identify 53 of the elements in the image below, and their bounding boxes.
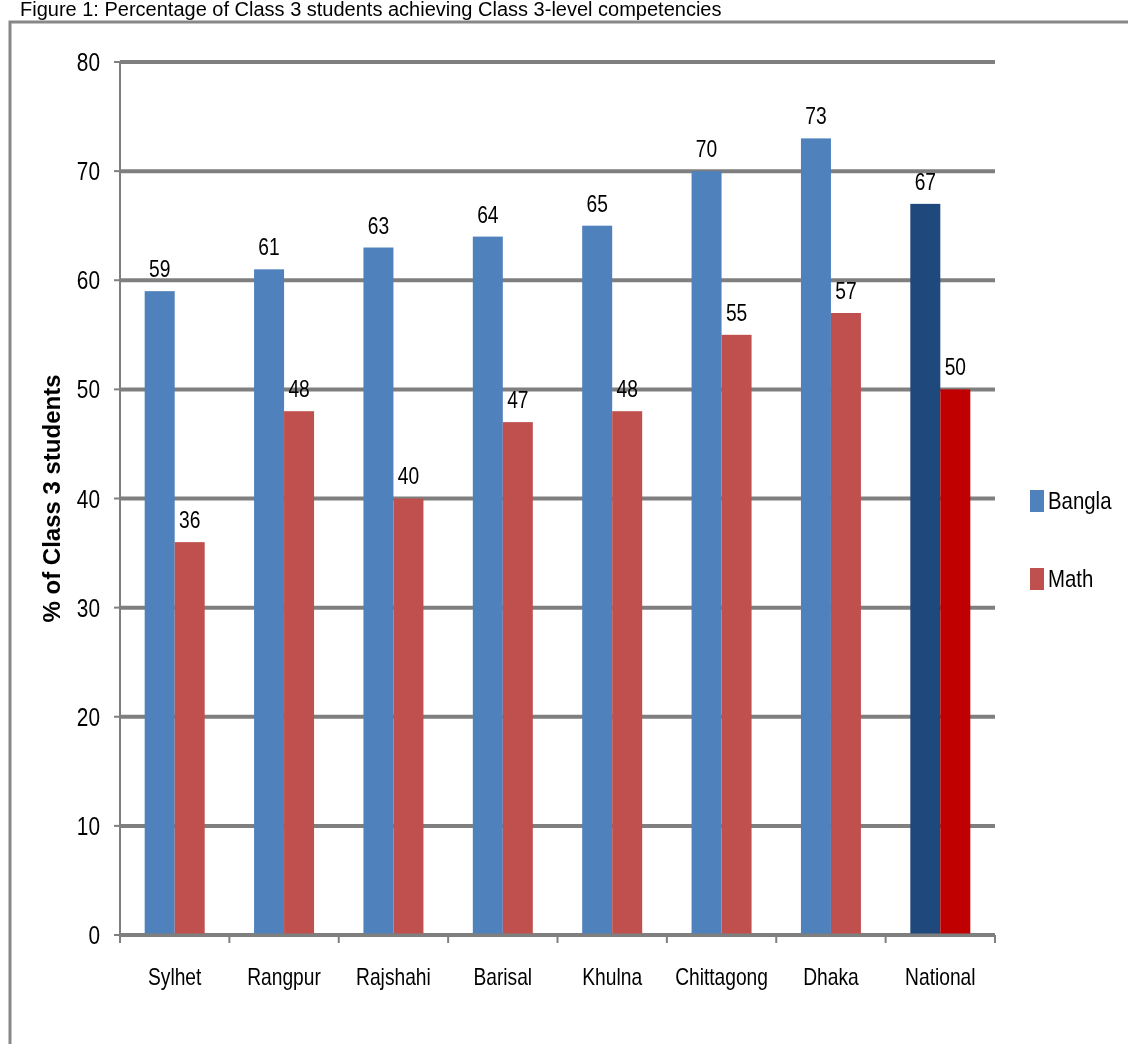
data-label: 55 (725, 298, 748, 327)
bar (393, 498, 424, 935)
chart-title: Figure 1: Percentage of Class 3 students achieving Class 3-level competencies (20, 0, 722, 20)
data-label: 73 (805, 102, 827, 130)
data-label: 57 (835, 276, 857, 305)
y-tick-label: 80 (76, 47, 100, 77)
bar (830, 312, 861, 935)
data-label: 59 (149, 255, 171, 283)
x-tick-label: Chittagong (675, 962, 768, 991)
data-label: 47 (507, 386, 529, 414)
legend-label: Bangla (1048, 487, 1113, 515)
x-tick-label: Barisal (473, 962, 533, 991)
bar (612, 411, 643, 935)
x-tick-label: Khulna (582, 962, 643, 991)
data-label: 50 (944, 353, 966, 381)
x-tick-label: Rajshahi (356, 962, 431, 991)
bar (940, 389, 971, 935)
y-tick-label: 50 (76, 375, 100, 404)
data-label: 67 (914, 167, 936, 196)
data-label: 70 (695, 135, 718, 163)
y-axis-title: % of Class 3 students (38, 374, 65, 623)
data-label: 65 (586, 189, 608, 218)
y-tick-label: 10 (76, 811, 100, 841)
y-tick-label: 20 (76, 702, 100, 732)
x-tick-label: Sylhet (148, 962, 202, 991)
bar (721, 334, 752, 935)
bar (582, 225, 613, 935)
y-tick-label: 70 (76, 157, 100, 186)
data-label: 61 (258, 233, 280, 261)
data-label: 36 (179, 506, 201, 534)
bar (910, 203, 941, 935)
bar (502, 422, 533, 935)
data-label: 48 (616, 375, 638, 403)
y-tick-label: 0 (88, 920, 100, 950)
bar (254, 269, 285, 935)
data-label: 64 (477, 200, 499, 229)
legend-label: Math (1048, 565, 1094, 593)
x-tick-label: National (905, 962, 976, 991)
bar (472, 236, 503, 935)
data-label: 63 (367, 211, 390, 240)
y-tick-label: 60 (76, 266, 100, 295)
bar (691, 171, 722, 935)
x-tick-label: Rangpur (247, 962, 321, 991)
bar (800, 138, 831, 935)
data-label: 48 (288, 375, 310, 403)
bar (174, 542, 205, 935)
y-tick-label: 40 (76, 484, 100, 514)
x-tick-label: Dhaka (803, 962, 860, 991)
bar (144, 291, 175, 935)
y-tick-label: 30 (76, 593, 100, 623)
bar (363, 247, 394, 935)
data-label: 40 (397, 462, 420, 491)
bar (284, 411, 315, 935)
